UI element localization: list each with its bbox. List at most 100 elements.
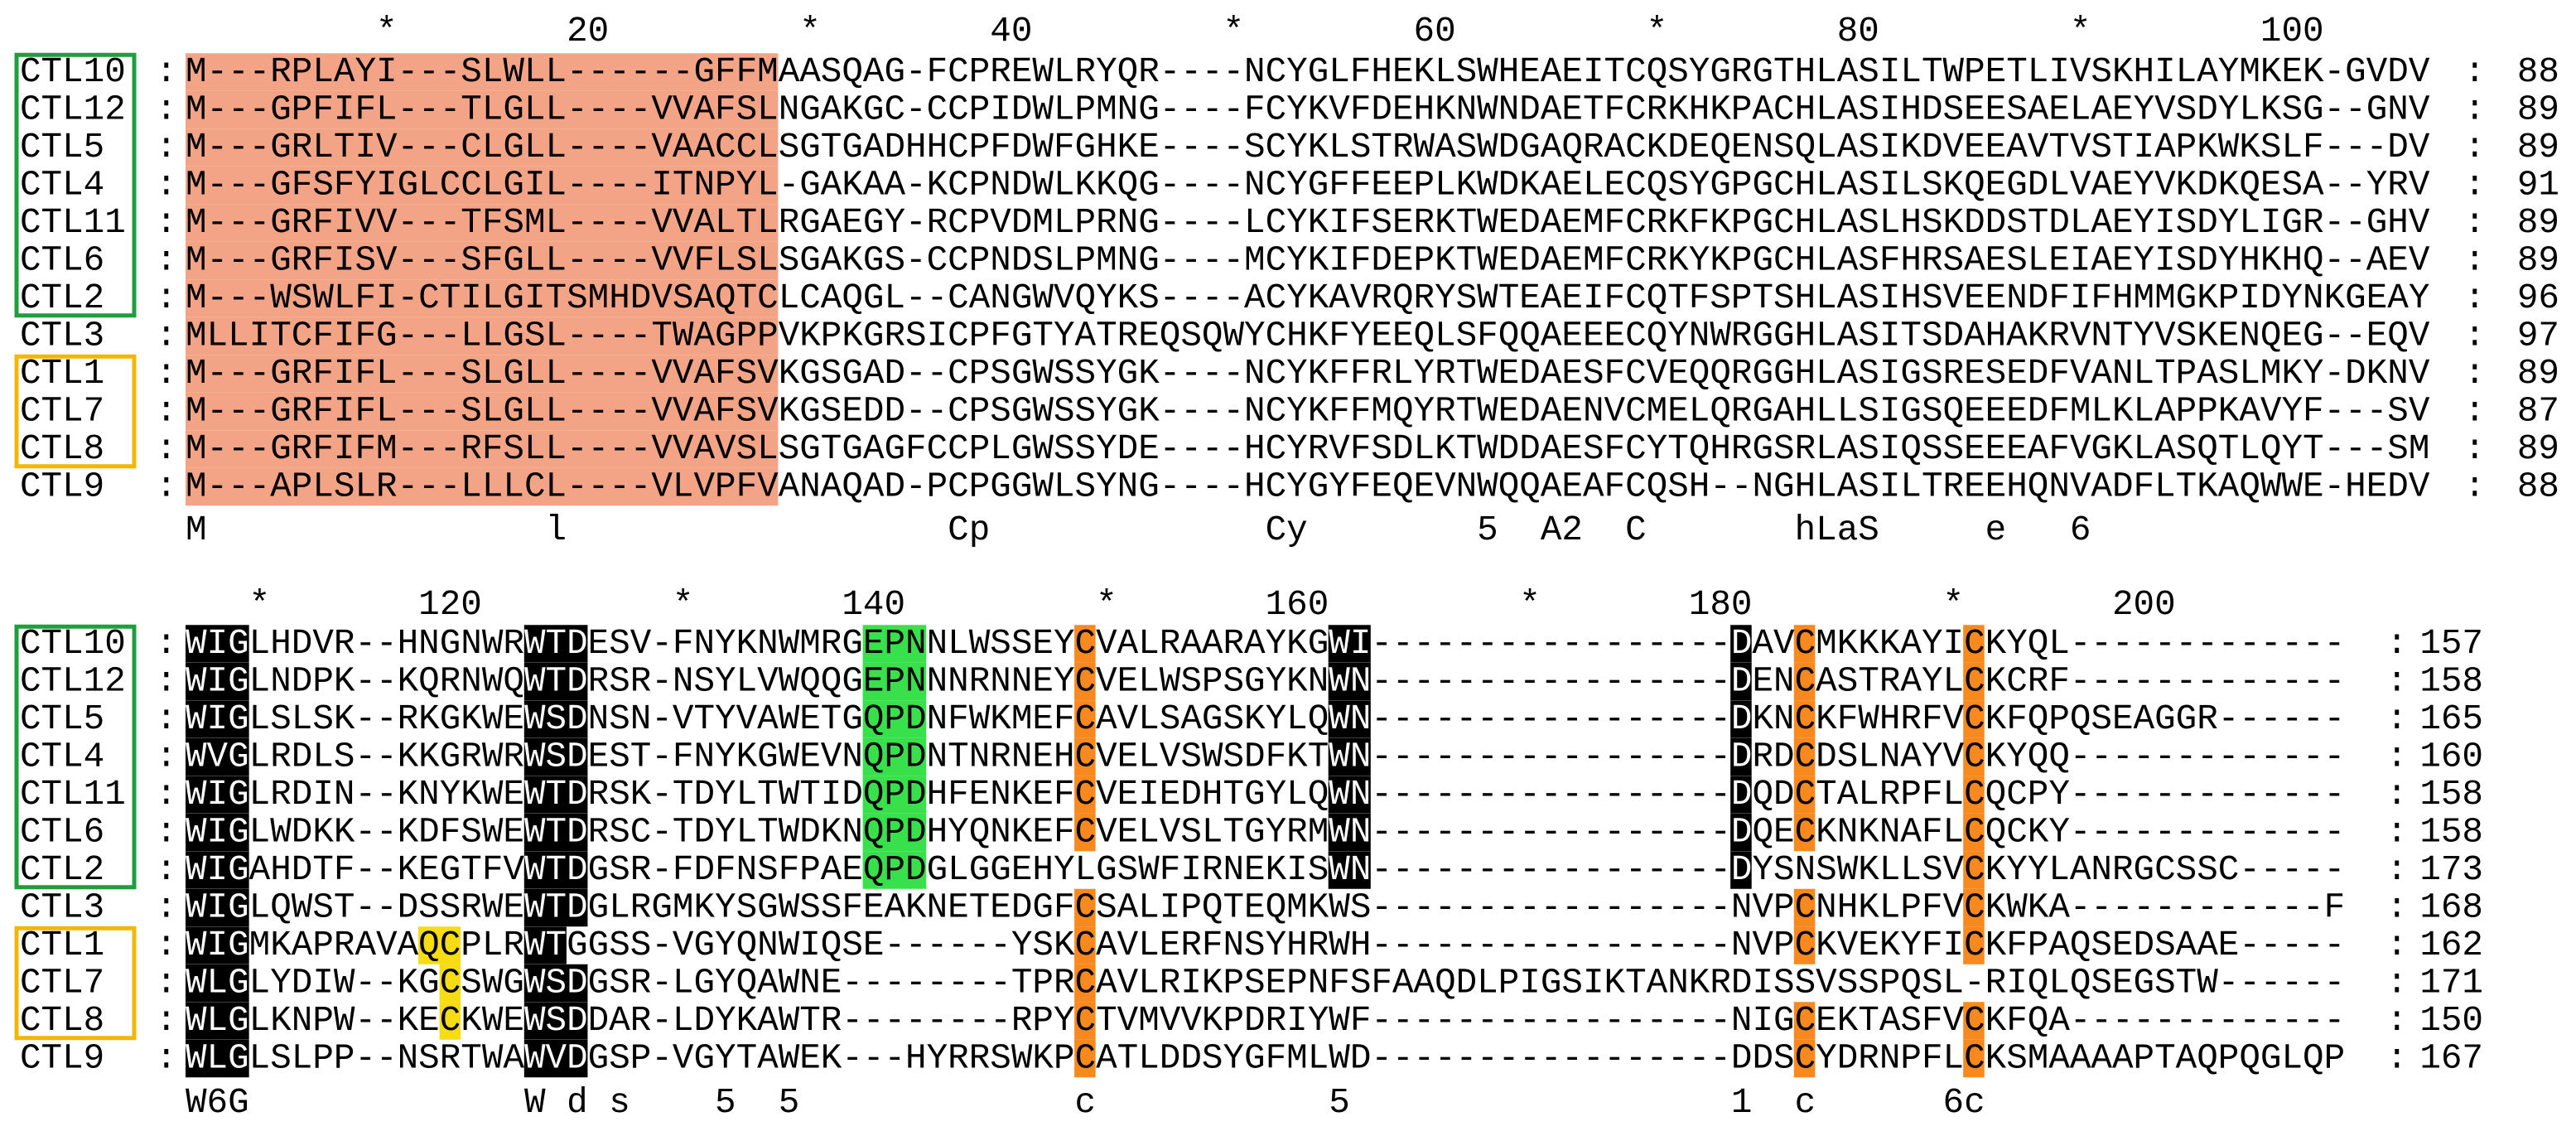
- residue-highlight: [1793, 926, 1816, 964]
- conserved-highlight: [523, 888, 588, 927]
- conserved-highlight: [1730, 851, 1752, 889]
- conserved-highlight: [523, 737, 588, 776]
- conserved-highlight: [523, 964, 588, 1003]
- residue-highlight: [186, 467, 779, 506]
- inverse-highlight-layer: [186, 625, 1752, 1078]
- residue-count: 89: [2517, 203, 2559, 243]
- sequence-name: CTL11: [20, 775, 126, 815]
- separator: :: [156, 128, 177, 167]
- sequence: M---GRFIVV---TFSML----VVALTLRGAEGY-RCPVD…: [186, 203, 2430, 243]
- residue-count: 158: [2419, 775, 2483, 815]
- separator: :: [156, 429, 177, 469]
- separator: :: [156, 90, 177, 130]
- residue-highlight: [1963, 625, 1985, 663]
- conserved-highlight: [186, 964, 249, 1003]
- group-frame: [14, 926, 137, 1041]
- sequence: M---GRFISV---SFGLL----VVFLSLSGAKGS-CCPND…: [186, 241, 2430, 281]
- separator: :: [2464, 203, 2486, 243]
- separator: :: [2464, 429, 2486, 469]
- sequence-name: CTL9: [20, 467, 104, 507]
- residue-highlight: [1963, 662, 1985, 701]
- residue-highlight: [1793, 625, 1816, 663]
- sequence-name: CTL10: [20, 52, 126, 92]
- sequence: M---WSWLFI-CTILGITSMHDVSAQTCLCAQGL--CANG…: [186, 278, 2429, 318]
- conserved-highlight: [523, 776, 588, 814]
- separator: :: [156, 624, 177, 664]
- residue-highlight: [439, 1002, 461, 1040]
- sequence: WLGLKNPW--KECKWEWSDDAR-LDYKAWTR--------R…: [186, 1001, 2345, 1041]
- sequence-name: CTL1: [20, 354, 104, 394]
- separator: :: [156, 392, 177, 432]
- separator: :: [156, 241, 177, 281]
- conserved-highlight: [1328, 813, 1371, 852]
- residue-highlight: [1074, 625, 1096, 663]
- sequence: M---APLSLR---LLLCL----VLVPFVANAQAD-PCPGG…: [186, 467, 2430, 507]
- residue-highlight: [1793, 1002, 1816, 1040]
- conserved-highlight: [186, 737, 249, 776]
- separator: :: [2464, 392, 2486, 432]
- sequence-name: CTL4: [20, 166, 104, 205]
- consensus: M l Cp Cy 5 A2 C hLaS e 6: [186, 510, 2091, 550]
- conserved-highlight: [186, 851, 249, 889]
- residue-highlight: [1074, 813, 1096, 852]
- residue-highlight: [1963, 1002, 1985, 1040]
- separator: :: [2464, 90, 2486, 130]
- residue-highlight: [418, 926, 461, 964]
- residue-highlight: [1963, 926, 1985, 964]
- residue-highlight: [862, 776, 927, 814]
- residue-count: 88: [2517, 52, 2559, 92]
- residue-highlight: [1793, 776, 1816, 814]
- residue-highlight: [186, 166, 779, 205]
- separator: :: [2386, 813, 2408, 853]
- separator: :: [2464, 166, 2486, 205]
- group-frame: [14, 624, 137, 890]
- conserved-highlight: [186, 888, 249, 927]
- conserved-highlight: [523, 700, 588, 738]
- separator: :: [2386, 775, 2408, 815]
- residue-count: 158: [2419, 813, 2483, 853]
- highlight-layer: [14, 52, 1985, 1078]
- conserved-highlight: [1328, 776, 1371, 814]
- conserved-highlight: [186, 625, 249, 663]
- separator: :: [2386, 624, 2408, 664]
- conserved-highlight: [186, 1039, 249, 1078]
- sequence: M---GRFIFM---RFSLL----VVAVSLSGTGAGFCCPLG…: [186, 429, 2429, 469]
- residue-highlight: [862, 662, 927, 701]
- conserved-highlight: [186, 700, 249, 738]
- separator: :: [156, 354, 177, 394]
- sequence-name: CTL6: [20, 813, 104, 853]
- residue-highlight: [1963, 888, 1985, 927]
- sequence: WIGMKAPRAVAQCPLRWTGGSS-VGYQNWIQSE------Y…: [186, 926, 2345, 965]
- separator: :: [2386, 850, 2408, 890]
- sequence-name: CTL7: [20, 964, 104, 1003]
- separator: :: [2386, 662, 2408, 702]
- conserved-highlight: [1730, 662, 1752, 701]
- conserved-highlight: [1328, 737, 1371, 776]
- residue-highlight: [1793, 737, 1816, 776]
- sequence-name: CTL2: [20, 278, 104, 318]
- residue-highlight: [1074, 700, 1096, 738]
- residue-highlight: [186, 279, 779, 317]
- conserved-highlight: [186, 926, 249, 964]
- sequence: WIGLHDVR--HNGNWRWTDESV-FNYKNWMRGEPNNLWSS…: [186, 624, 2345, 664]
- sequence-name: CTL8: [20, 429, 104, 469]
- residue-count: 89: [2517, 429, 2559, 469]
- group-frame: [14, 52, 137, 318]
- separator: :: [2464, 52, 2486, 92]
- residue-highlight: [1793, 1039, 1816, 1078]
- sequence-name: CTL5: [20, 128, 104, 167]
- residue-highlight: [862, 851, 927, 889]
- residue-count: 87: [2517, 392, 2559, 432]
- separator: :: [156, 850, 177, 890]
- sequence: WIGLSLSK--RKGKWEWSDNSN-VTYVAWETGQPDNFWKM…: [186, 699, 2345, 739]
- residue-highlight: [862, 813, 927, 852]
- residue-highlight: [1074, 964, 1096, 1003]
- sequence: WIGLWDKK--KDFSWEWTDRSC-TDYLTWDKNQPDHYQNK…: [186, 813, 2345, 853]
- residue-highlight: [1074, 737, 1096, 776]
- sequence-name: CTL4: [20, 737, 104, 777]
- residue-highlight: [186, 128, 779, 167]
- residue-count: 160: [2419, 737, 2483, 777]
- sequence: WVGLRDLS--KKGRWRWSDEST-FNYKGWEVNQPDNTNRN…: [186, 737, 2345, 777]
- conserved-highlight: [523, 926, 567, 964]
